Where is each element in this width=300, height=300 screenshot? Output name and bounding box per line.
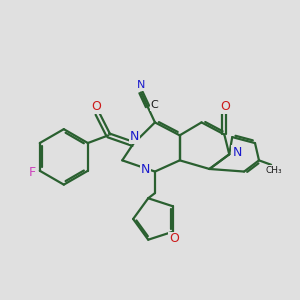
Text: C: C	[151, 100, 158, 110]
Text: O: O	[92, 100, 101, 113]
Text: O: O	[220, 100, 230, 113]
Text: N: N	[141, 163, 150, 176]
Text: N: N	[130, 130, 139, 143]
Text: N: N	[137, 80, 145, 90]
Text: CH₃: CH₃	[266, 166, 282, 175]
Text: N: N	[232, 146, 242, 159]
Text: O: O	[169, 232, 178, 245]
Text: F: F	[29, 166, 36, 179]
